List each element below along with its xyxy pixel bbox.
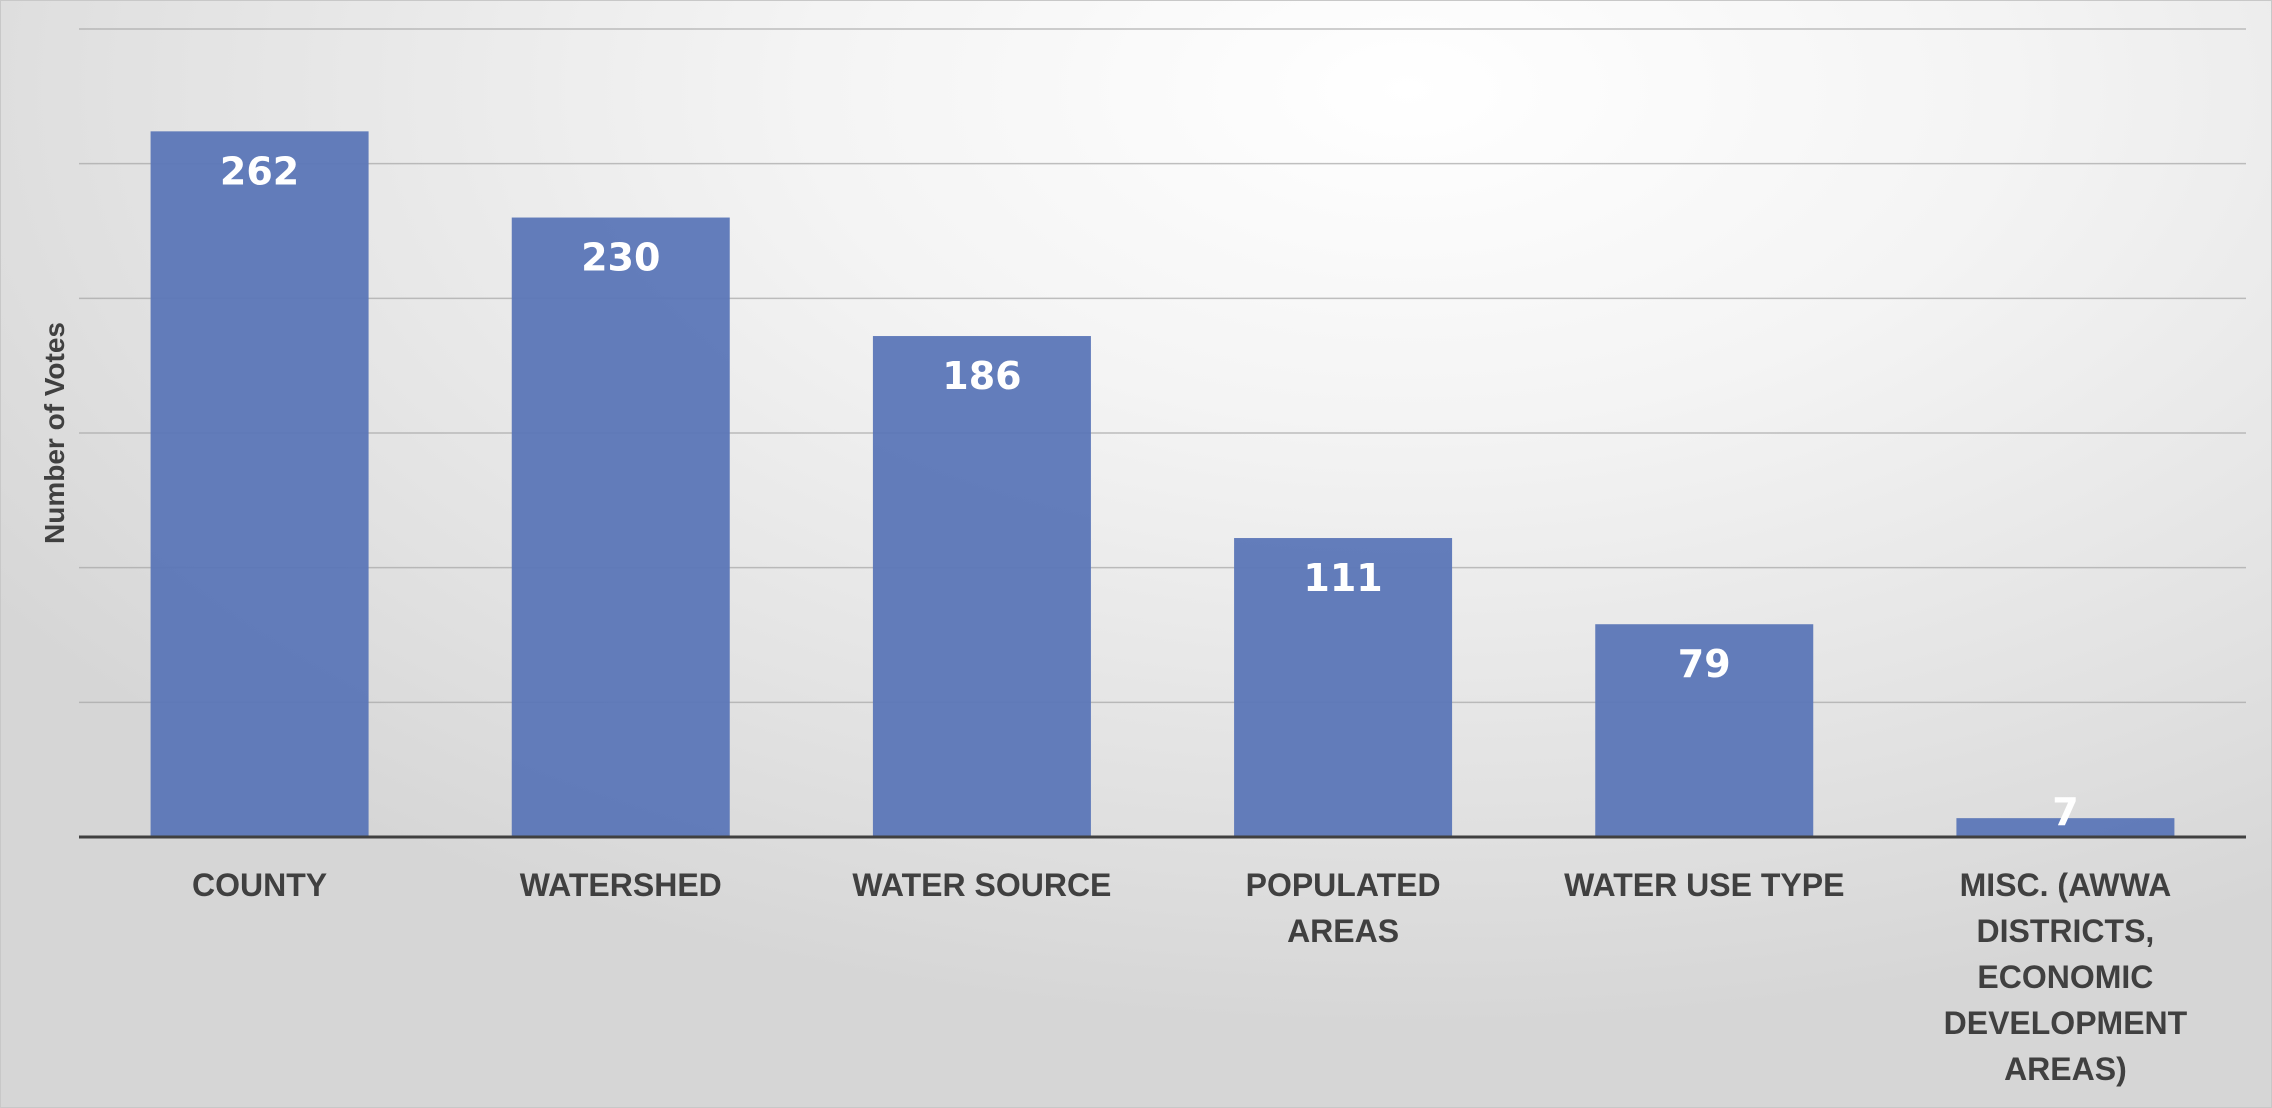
category-label: COUNTY (192, 867, 328, 903)
category-label: POPULATED AREAS (1245, 867, 1441, 949)
data-label: 7 (2052, 790, 2078, 834)
bar (511, 217, 730, 838)
data-label: 230 (581, 236, 660, 280)
bar (1595, 624, 1814, 837)
y-axis-title: Number of Votes (39, 322, 70, 544)
data-label: 262 (220, 149, 299, 193)
category-label: WATERSHED (519, 867, 722, 903)
bar (1234, 538, 1453, 837)
data-label: 186 (942, 354, 1021, 398)
category-label: MISC. (AWWA DISTRICTS, ECONOMIC DEVELOPM… (1943, 867, 2188, 1087)
category-label: WATER USE TYPE (1564, 867, 1845, 903)
bar (1956, 818, 2175, 837)
bar (150, 131, 369, 837)
data-label: 79 (1678, 642, 1731, 686)
bar (872, 336, 1091, 837)
category-label: WATER SOURCE (852, 867, 1112, 903)
data-label: 111 (1303, 556, 1382, 600)
